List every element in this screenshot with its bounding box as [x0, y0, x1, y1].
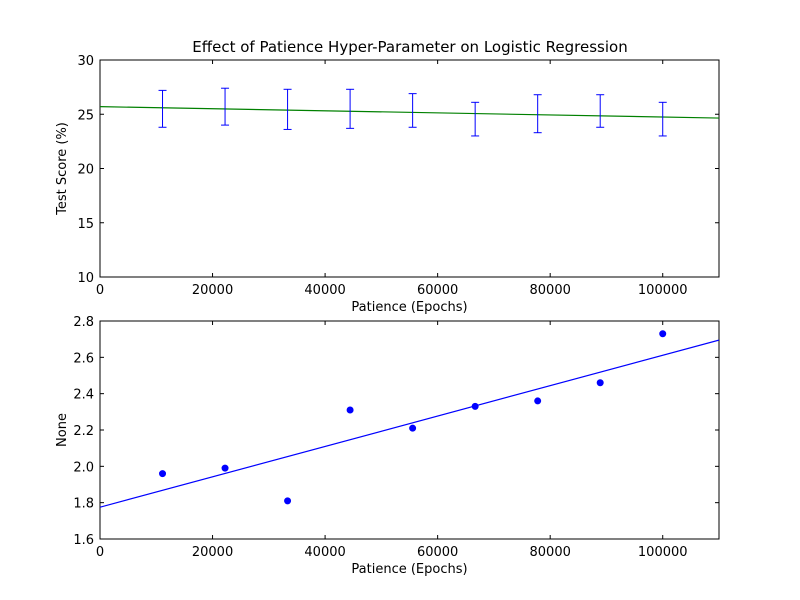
top-panel: 0 20000 40000 60000 80000 100000 10 15 20 25 30 Pat…	[55, 54, 720, 315]
error-bar	[658, 101, 667, 137]
x-tick-label: 20000	[192, 545, 233, 560]
y-tick-label: 1.8	[73, 497, 94, 512]
figure-title: Effect of Patience Hyper-Parameter on Lo…	[192, 38, 627, 56]
y-tick-label: 2.4	[73, 388, 94, 403]
error-bar	[596, 94, 605, 128]
y-tick-label: 2.0	[73, 460, 94, 475]
trend-line	[100, 339, 719, 508]
x-tick-label: 100000	[638, 545, 688, 560]
data-point	[596, 379, 604, 387]
data-point	[471, 402, 479, 410]
plot-area	[100, 87, 719, 137]
x-tick-label: 60000	[417, 545, 458, 560]
y-axis-label: None	[55, 413, 70, 447]
y-axis-label: Test Score (%)	[55, 122, 70, 216]
x-tick-label: 80000	[530, 545, 571, 560]
x-tick-label: 0	[96, 283, 104, 298]
trend-line	[100, 106, 719, 119]
x-tick-label: 0	[96, 545, 104, 560]
x-tick-label: 40000	[304, 283, 345, 298]
y-tick-label: 2.8	[73, 315, 94, 330]
bottom-panel: 0 20000 40000 60000 80000 100000 1.6 1.8 2.0 2.2 2…	[55, 315, 720, 577]
error-bar	[408, 93, 417, 128]
data-point	[534, 397, 542, 405]
x-tick-label: 80000	[530, 283, 571, 298]
y-tick-label: 15	[77, 217, 94, 232]
error-bar	[471, 101, 480, 137]
x-axis-label: Patience (Epochs)	[351, 562, 467, 577]
error-bar	[283, 88, 292, 130]
data-point	[659, 330, 667, 338]
error-bar	[221, 87, 230, 126]
y-tick-label: 2.6	[73, 351, 94, 366]
y-tick-label: 20	[77, 163, 94, 178]
data-point	[159, 470, 167, 478]
y-tick-label: 2.2	[73, 424, 94, 439]
y-tick-label: 10	[77, 271, 94, 286]
x-tick-label: 100000	[638, 283, 688, 298]
y-tick-label: 1.6	[73, 533, 94, 548]
x-axis-label: Patience (Epochs)	[351, 300, 467, 315]
y-tick-label: 25	[77, 108, 94, 123]
data-point	[409, 424, 417, 432]
data-point	[346, 406, 354, 414]
x-tick-label: 60000	[417, 283, 458, 298]
x-tick-label: 20000	[192, 283, 233, 298]
data-point	[221, 464, 229, 472]
error-bar	[533, 94, 542, 134]
error-bar	[158, 89, 167, 128]
plot-area	[100, 330, 719, 508]
x-tick-label: 40000	[304, 545, 345, 560]
y-tick-label: 30	[77, 54, 94, 69]
error-bar	[346, 88, 355, 129]
data-point	[284, 497, 292, 505]
